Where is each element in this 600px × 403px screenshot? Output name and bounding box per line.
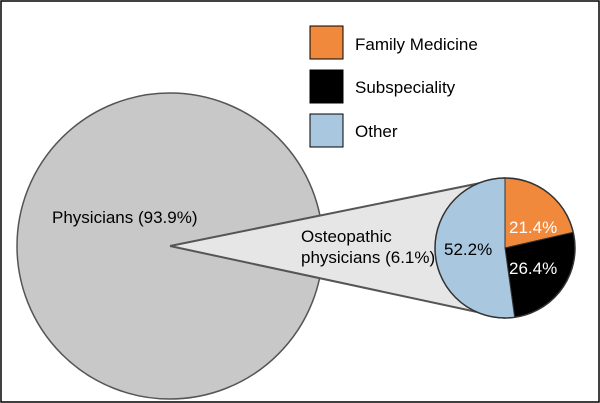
main-slice-label-physicians: Physicians (93.9%): [52, 208, 198, 227]
legend-swatch-other: [309, 113, 344, 148]
breakout-label-subspeciality: 26.4%: [509, 259, 557, 278]
legend-swatch-family-medicine: [309, 25, 344, 60]
breakout-pie: [434, 177, 576, 319]
main-slice-label-osteopathic-line2: physicians (6.1%): [301, 248, 435, 267]
legend-label-subspeciality: Subspeciality: [355, 78, 456, 97]
main-slice-osteopathic: [170, 178, 505, 318]
breakout-label-family-medicine: 21.4%: [509, 218, 557, 237]
connector-line-bottom: [169, 245, 506, 319]
legend-label-family-medicine: Family Medicine: [355, 35, 478, 54]
legend: Family Medicine Subspeciality Other: [309, 25, 478, 148]
main-pie: [16, 92, 506, 400]
main-slice-label-osteopathic-line1: Osteopathic: [301, 227, 392, 246]
legend-swatch-subspeciality: [309, 69, 344, 104]
breakout-pie-outline: [434, 177, 576, 319]
connector-line-top: [169, 177, 506, 247]
legend-label-other: Other: [355, 122, 398, 141]
breakout-label-other: 52.2%: [444, 240, 492, 259]
